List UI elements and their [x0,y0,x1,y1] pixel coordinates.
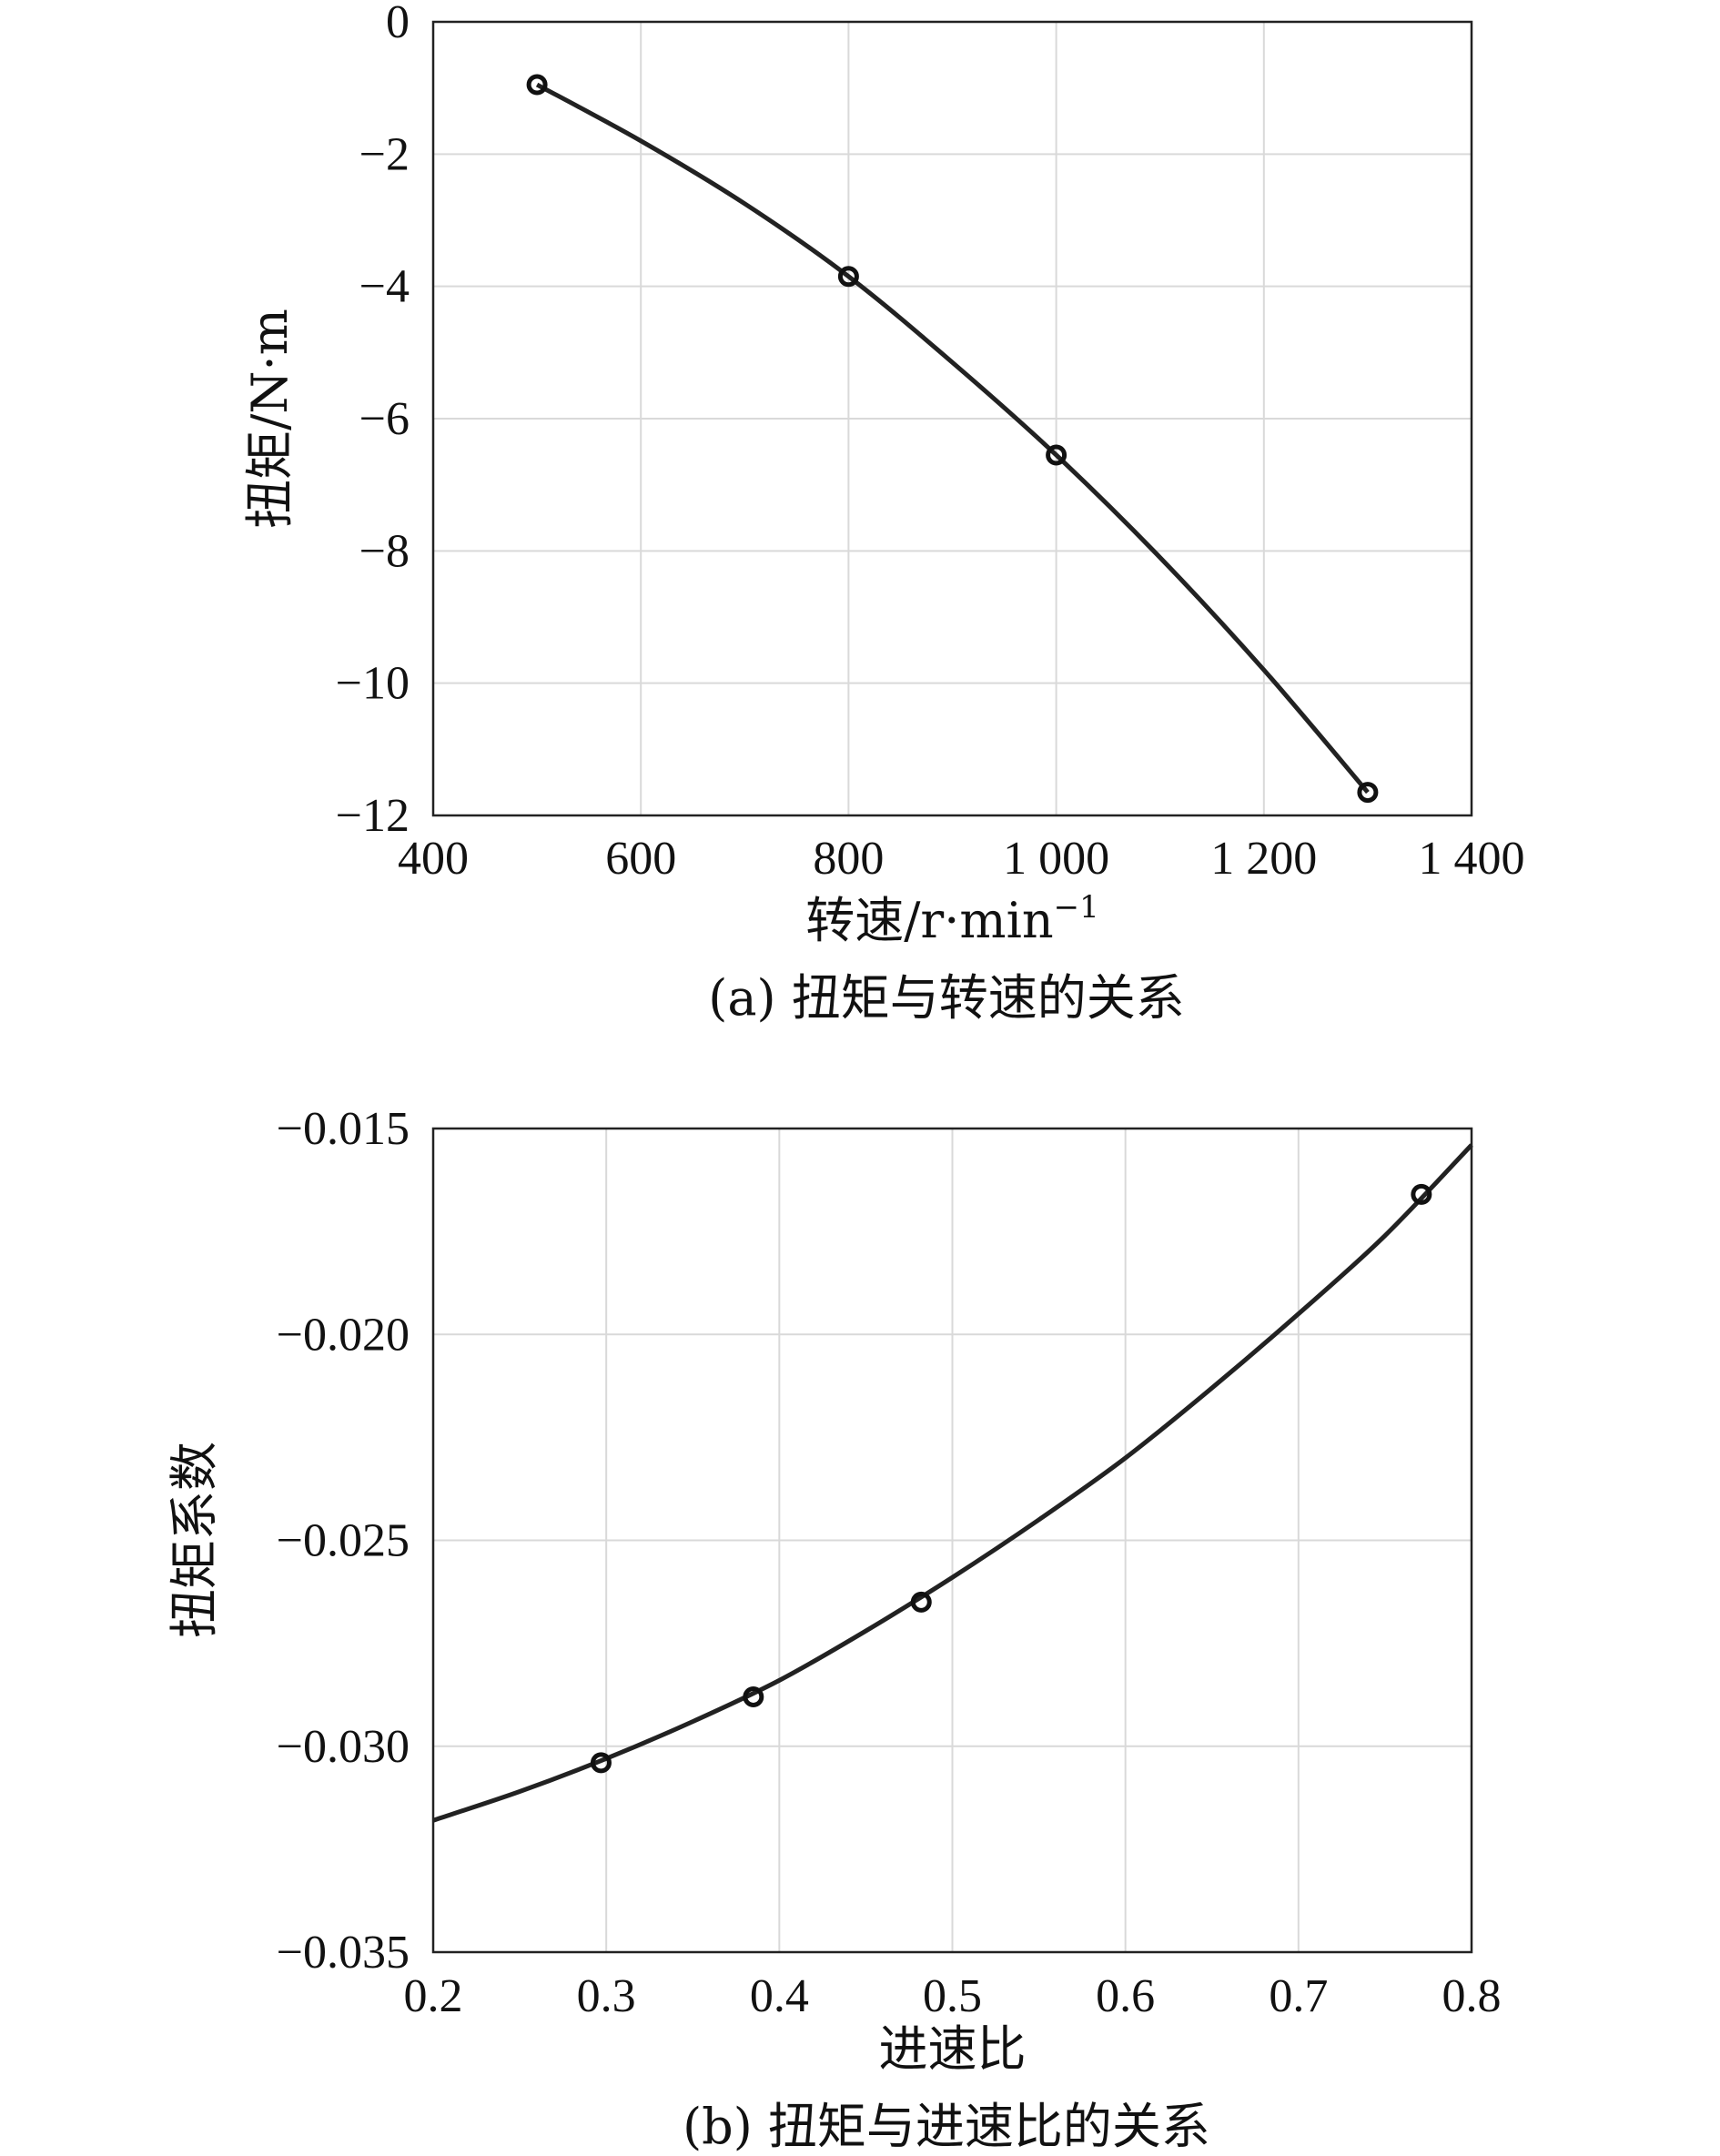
data-point-marker [1046,444,1067,466]
data-point-marker [743,1685,764,1707]
chart-caption: (b) 扭矩与进速比的关系 [683,2098,1210,2155]
data-point-marker [1411,1183,1432,1205]
x-tick-label: 0.6 [1096,1970,1155,2022]
y-tick-label: −0.020 [277,1309,410,1361]
x-tick-label: 800 [813,833,884,885]
y-tick-label: −0.015 [277,1103,410,1155]
y-tick-label: −4 [359,261,410,313]
fit-curve [535,82,1370,795]
y-tick-label: −0.035 [277,1927,410,1979]
x-axis-label-superscript: −1 [1054,889,1099,926]
data-point-marker [1357,782,1379,804]
x-tick-label: 0.7 [1269,1970,1328,2022]
x-tick-label: 1 200 [1210,833,1317,885]
y-tick-label: −12 [336,790,410,842]
y-axis-label: 扭矩系数 [166,1442,223,1638]
x-tick-label: 1 400 [1419,833,1525,885]
x-tick-label: 0.2 [404,1970,463,2022]
plot-frame [431,1127,1473,1954]
x-tick-label: 0.3 [577,1970,636,2022]
x-axis-label: 转速/r·min−1 [805,889,1099,949]
y-tick-label: −2 [359,128,410,180]
y-tick-label: −10 [336,658,410,710]
x-tick-label: 0.4 [750,1970,809,2022]
x-tick-label: 600 [605,833,676,885]
y-tick-label: −8 [359,525,410,577]
data-point-marker [526,74,548,96]
x-tick-label: 0.8 [1442,1970,1502,2022]
y-tick-label: −0.030 [277,1721,410,1773]
y-tick-label: −6 [359,393,410,445]
x-axis-label: 进速比 [879,2020,1027,2078]
chart-b: 0.2 0.3 0.4 0.5 0.6 0.7 0.8 −0.015 −0.020 −0.025 −… [166,1103,1502,2155]
data-point-marker [837,266,859,288]
x-tick-label: 0.5 [923,1970,982,2022]
data-point-marker [590,1752,612,1774]
data-point-marker [910,1591,932,1613]
chart-a: 400 600 800 1 000 1 200 1 400 0 −2 −4 −6 −8 −10 −12 转… [241,0,1525,1027]
chart-caption: (a) 扭矩与转速的关系 [708,969,1185,1027]
y-tick-label: 0 [386,0,410,48]
x-tick-label: 1 000 [1003,833,1109,885]
x-tick-label: 400 [398,833,469,885]
plot-frame [431,20,1473,817]
y-axis-label: 扭矩/N·m [241,309,298,529]
y-tick-label: −0.025 [277,1515,410,1567]
